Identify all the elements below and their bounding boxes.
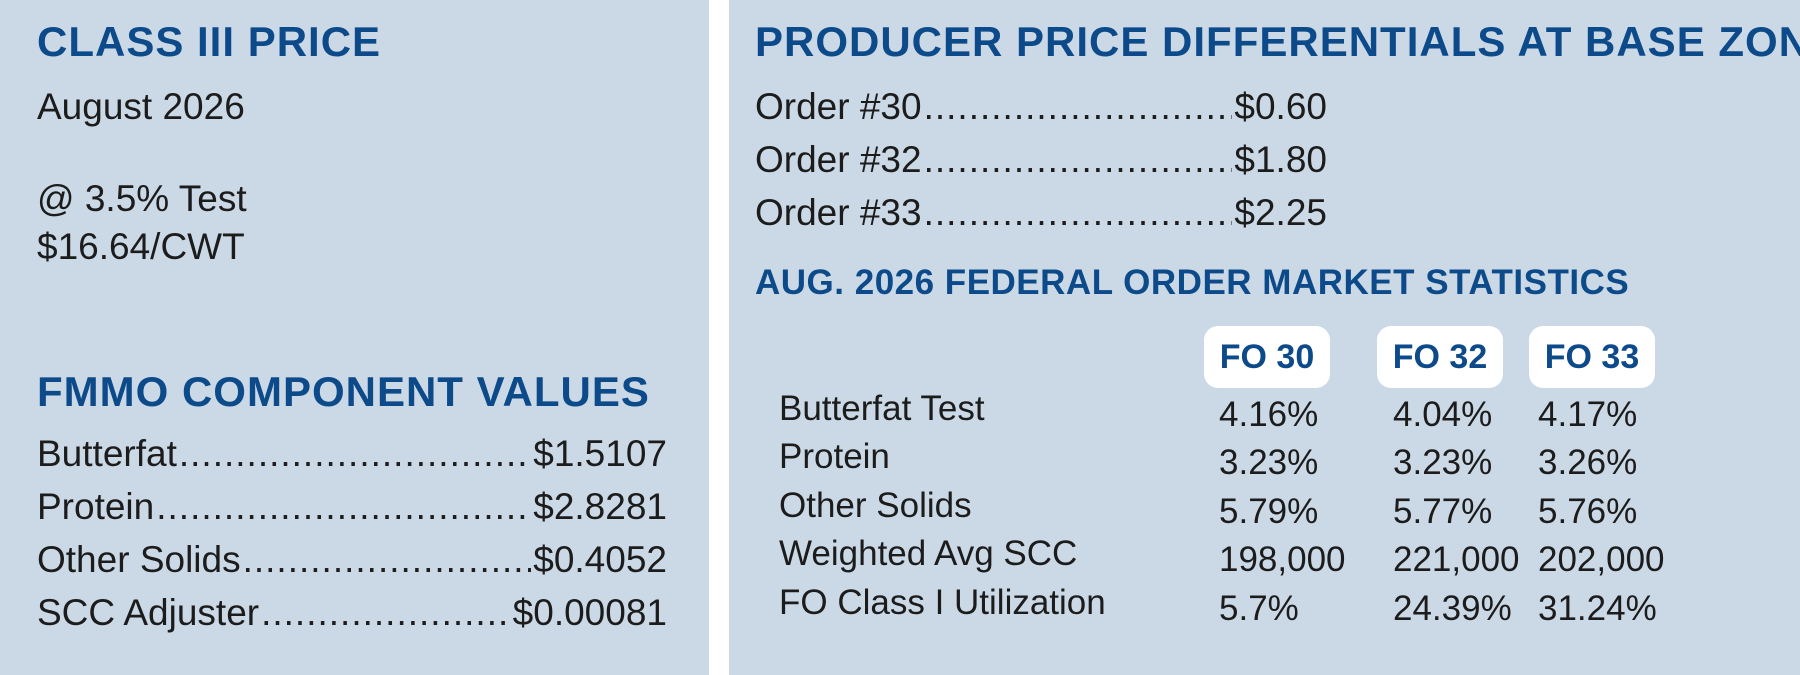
fmmo-row-scc-adjuster: SCC Adjuster $0.00081	[37, 592, 667, 634]
stats-cell: 4.17%	[1538, 395, 1638, 434]
fmmo-label: Protein	[37, 486, 155, 527]
stats-cell: 31.24%	[1538, 589, 1657, 628]
stats-cell: 221,000	[1393, 540, 1520, 579]
fmmo-value: $0.4052	[533, 539, 667, 580]
stats-cell: 5.77%	[1393, 492, 1493, 531]
fmmo-label: Butterfat	[37, 433, 177, 474]
ppd-row-order-30: Order #30 $0.60	[755, 86, 1327, 128]
fmmo-heading: FMMO COMPONENT VALUES	[37, 368, 650, 415]
fmmo-label: SCC Adjuster	[37, 592, 260, 633]
stats-row-label: Butterfat Test	[779, 389, 985, 428]
column-header-fo-30: FO 30	[1204, 326, 1330, 388]
ppd-heading: PRODUCER PRICE DIFFERENTIALS AT BASE ZON…	[755, 18, 1800, 65]
stats-cell: 3.26%	[1538, 443, 1638, 482]
ppd-label: Order #30	[755, 86, 922, 127]
leader-dots	[924, 139, 1233, 181]
leader-dots	[156, 486, 531, 528]
stats-row-label: Weighted Avg SCC	[779, 534, 1078, 573]
stats-heading: AUG. 2026 FEDERAL ORDER MARKET STATISTIC…	[755, 263, 1630, 302]
leader-dots	[243, 539, 532, 581]
column-header-fo-33: FO 33	[1529, 326, 1655, 388]
stats-row-label: Other Solids	[779, 486, 972, 525]
stats-row-label: Protein	[779, 437, 890, 476]
fmmo-row-butterfat: Butterfat $1.5107	[37, 433, 667, 475]
class-iii-heading: CLASS III PRICE	[37, 18, 382, 65]
stats-cell: 198,000	[1219, 540, 1346, 579]
fmmo-label: Other Solids	[37, 539, 241, 580]
ppd-row-order-32: Order #32 $1.80	[755, 139, 1327, 181]
fmmo-value: $0.00081	[512, 592, 667, 633]
ppd-label: Order #33	[755, 192, 922, 233]
stats-cell: 202,000	[1538, 540, 1665, 579]
stats-cell: 24.39%	[1393, 589, 1512, 628]
stats-cell: 3.23%	[1219, 443, 1319, 482]
class-iii-price: $16.64/CWT	[37, 226, 245, 267]
fmmo-value: $2.8281	[533, 486, 667, 527]
leader-dots	[924, 192, 1233, 234]
stats-cell: 5.7%	[1219, 589, 1299, 628]
stats-cell: 5.76%	[1538, 492, 1638, 531]
class-iii-month: August 2026	[37, 86, 245, 127]
leader-dots	[261, 592, 511, 634]
ppd-value: $0.60	[1234, 86, 1327, 127]
stats-cell: 5.79%	[1219, 492, 1319, 531]
stats-cell: 4.04%	[1393, 395, 1493, 434]
left-panel: CLASS III PRICE August 2026 @ 3.5% Test …	[0, 0, 709, 675]
fmmo-row-protein: Protein $2.8281	[37, 486, 667, 528]
leader-dots	[924, 86, 1233, 128]
leader-dots	[179, 433, 531, 475]
stats-cell: 3.23%	[1393, 443, 1493, 482]
column-header-fo-32: FO 32	[1377, 326, 1503, 388]
ppd-label: Order #32	[755, 139, 922, 180]
stats-cell: 4.16%	[1219, 395, 1319, 434]
class-iii-test: @ 3.5% Test	[37, 178, 247, 219]
right-panel: PRODUCER PRICE DIFFERENTIALS AT BASE ZON…	[729, 0, 1800, 675]
ppd-row-order-33: Order #33 $2.25	[755, 192, 1327, 234]
ppd-value: $1.80	[1234, 139, 1327, 180]
stats-row-label: FO Class I Utilization	[779, 583, 1106, 622]
ppd-value: $2.25	[1234, 192, 1327, 233]
fmmo-value: $1.5107	[533, 433, 667, 474]
fmmo-row-other-solids: Other Solids $0.4052	[37, 539, 667, 581]
